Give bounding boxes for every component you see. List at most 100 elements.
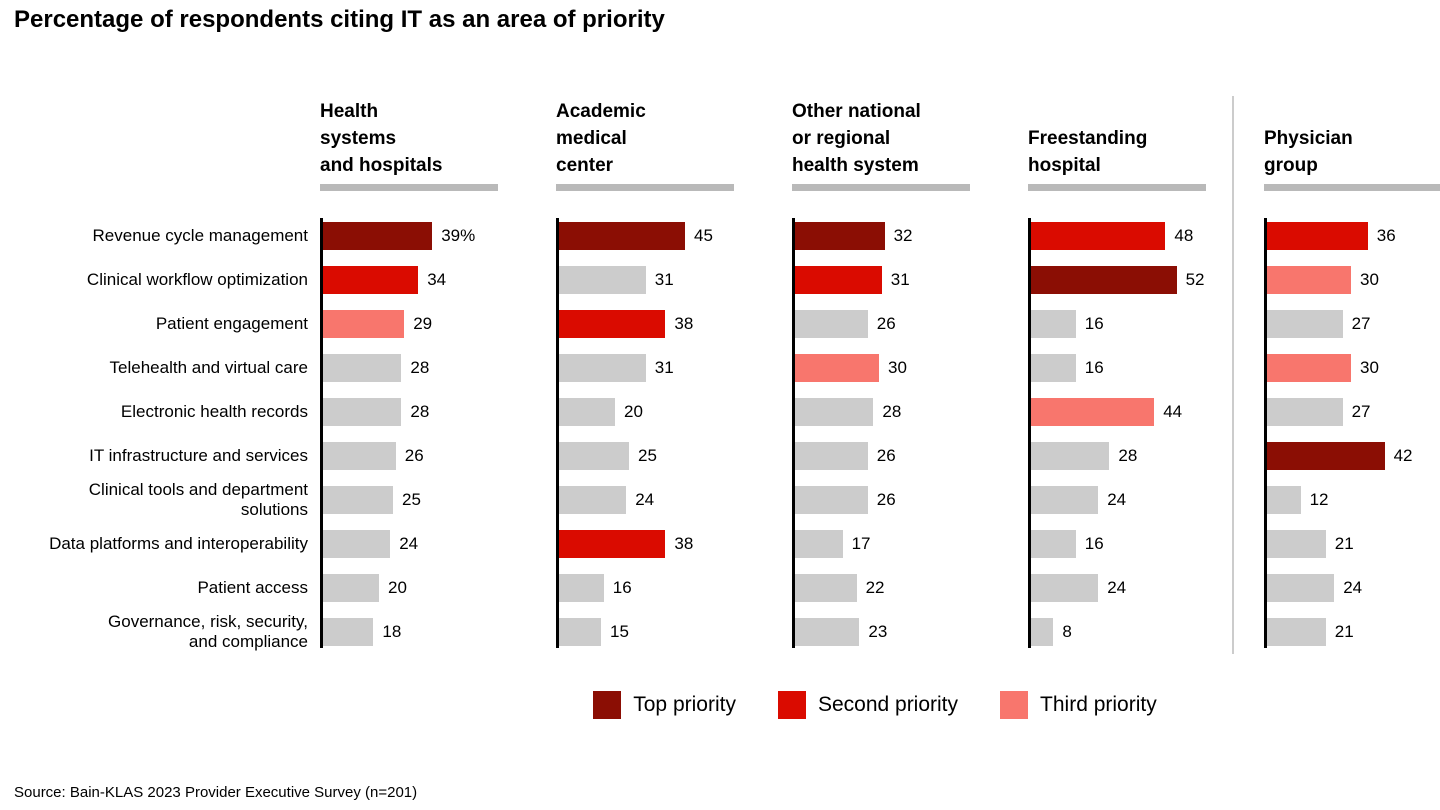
bar-value-label: 38 bbox=[674, 314, 694, 333]
bar-value-label: 27 bbox=[1351, 314, 1371, 333]
bar-default bbox=[795, 486, 868, 514]
group-column: Other national or regional health system… bbox=[792, 0, 1028, 810]
bar-row: 38 bbox=[559, 522, 859, 566]
bar-value-label: 23 bbox=[868, 622, 888, 641]
bar-row: 30 bbox=[1267, 258, 1440, 302]
bar-row: 32 bbox=[795, 214, 1095, 258]
bar-value-label: 24 bbox=[1343, 578, 1363, 597]
axis-line bbox=[556, 218, 559, 648]
bar-value-label: 8 bbox=[1062, 622, 1072, 641]
bar-value-label: 34 bbox=[427, 270, 447, 289]
header-underline bbox=[1028, 184, 1206, 191]
bar-value-label: 24 bbox=[399, 534, 419, 553]
bar-value-label: 48 bbox=[1174, 226, 1194, 245]
bar-default bbox=[323, 442, 396, 470]
bar-default bbox=[795, 442, 868, 470]
bar-default bbox=[795, 530, 843, 558]
bar-row: 21 bbox=[1267, 610, 1440, 654]
bar-row: 38 bbox=[559, 302, 859, 346]
bars-area: 32 31 26 30 28 26 26 17 22 23 bbox=[795, 214, 1028, 654]
row-label: Clinical workflow optimization bbox=[86, 270, 308, 289]
bar-default bbox=[1031, 442, 1110, 470]
bar-third bbox=[1031, 398, 1155, 426]
bar-third bbox=[795, 354, 879, 382]
bar-row: 18 bbox=[323, 610, 623, 654]
group-header-wrap: Other national or regional health system bbox=[792, 93, 988, 179]
bar-value-label: 29 bbox=[413, 314, 433, 333]
header-underline bbox=[1264, 184, 1440, 191]
bar-row: 42 bbox=[1267, 434, 1440, 478]
row-label: Governance, risk, security, and complian… bbox=[108, 612, 308, 651]
bar-row: 28 bbox=[323, 390, 623, 434]
bar-row: 24 bbox=[1031, 478, 1331, 522]
bar-row: 17 bbox=[795, 522, 1095, 566]
bar-default bbox=[559, 574, 604, 602]
bar-row: 27 bbox=[1267, 302, 1440, 346]
legend-swatch-third bbox=[1000, 691, 1029, 719]
bar-value-label: 17 bbox=[851, 534, 871, 553]
row-label: Electronic health records bbox=[120, 402, 308, 421]
bar-value-label: 30 bbox=[1360, 358, 1379, 377]
group-header-wrap: Physician group bbox=[1264, 93, 1440, 179]
bar-row: 31 bbox=[559, 346, 859, 390]
bar-value-label: 28 bbox=[882, 402, 902, 421]
bar-value-label: 31 bbox=[890, 270, 910, 289]
bar-second bbox=[1267, 222, 1368, 250]
header-underline bbox=[320, 184, 498, 191]
row-label: Data platforms and interoperability bbox=[49, 534, 308, 553]
bar-value-label: 26 bbox=[876, 446, 896, 465]
bar-row: 52 bbox=[1031, 258, 1331, 302]
bar-value-label: 22 bbox=[865, 578, 885, 597]
legend-item: Second priority bbox=[777, 691, 958, 719]
bar-row: 8 bbox=[1031, 610, 1331, 654]
bar-default bbox=[559, 398, 615, 426]
bar-default bbox=[559, 486, 627, 514]
bar-value-label: 31 bbox=[654, 270, 674, 289]
bar-value-label: 44 bbox=[1163, 402, 1183, 421]
bar-row: 12 bbox=[1267, 478, 1440, 522]
bar-value-label: 20 bbox=[388, 578, 407, 597]
axis-line bbox=[792, 218, 795, 648]
bar-value-label: 30 bbox=[1360, 270, 1379, 289]
row-label: Clinical tools and department solutions bbox=[88, 480, 308, 519]
bar-row: 24 bbox=[1031, 566, 1331, 610]
bar-row: 36 bbox=[1267, 214, 1440, 258]
bar-default bbox=[1031, 486, 1099, 514]
bar-row: 44 bbox=[1031, 390, 1331, 434]
bar-row: 26 bbox=[795, 478, 1095, 522]
bar-row: 45 bbox=[559, 214, 859, 258]
group-header: Health systems and hospitals bbox=[320, 101, 443, 176]
bar-row: 21 bbox=[1267, 522, 1440, 566]
bar-row: 28 bbox=[323, 346, 623, 390]
bar-top bbox=[323, 222, 433, 250]
bar-value-label: 21 bbox=[1334, 622, 1354, 641]
group-column: Health systems and hospitals 39% 34 29 28 28 2… bbox=[320, 0, 556, 810]
group-header: Other national or regional health system bbox=[792, 101, 921, 176]
bar-value-label: 15 bbox=[610, 622, 629, 641]
bar-row: 28 bbox=[1031, 434, 1331, 478]
bar-value-label: 32 bbox=[893, 226, 913, 245]
row-labels-column: Revenue cycle management Clinical workflo… bbox=[0, 214, 308, 654]
bar-default bbox=[559, 618, 601, 646]
bar-value-label: 16 bbox=[1084, 534, 1104, 553]
group-column: Physician group 36 30 27 30 27 42 12 21 24 21 bbox=[1264, 0, 1440, 810]
bar-value-label: 39% bbox=[441, 226, 476, 245]
bar-second bbox=[559, 530, 666, 558]
bar-value-label: 18 bbox=[382, 622, 402, 641]
bar-row: 34 bbox=[323, 258, 623, 302]
bar-second bbox=[795, 266, 882, 294]
bar-default bbox=[1031, 354, 1076, 382]
bar-value-label: 25 bbox=[638, 446, 657, 465]
bar-row: 26 bbox=[795, 434, 1095, 478]
bar-value-label: 20 bbox=[624, 402, 643, 421]
bar-value-label: 28 bbox=[410, 358, 430, 377]
bar-default bbox=[1267, 618, 1326, 646]
bar-row: 31 bbox=[559, 258, 859, 302]
bar-row: 29 bbox=[323, 302, 623, 346]
bar-value-label: 36 bbox=[1376, 226, 1396, 245]
bar-default bbox=[795, 574, 857, 602]
bar-value-label: 28 bbox=[1118, 446, 1138, 465]
bar-row: 25 bbox=[323, 478, 623, 522]
bar-row: 23 bbox=[795, 610, 1095, 654]
